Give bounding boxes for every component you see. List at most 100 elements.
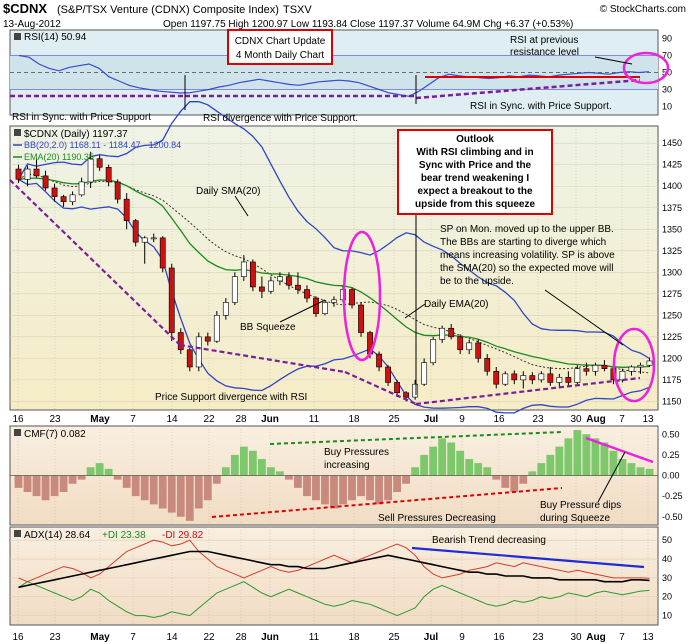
mdi-line: [18, 539, 650, 583]
buy-pressures-2: increasing: [324, 460, 370, 471]
cmf-bar: [131, 475, 140, 497]
rsi-sync-right-line: [415, 78, 641, 100]
cmf-bar: [483, 467, 492, 476]
price-y-tick-label: 1325: [662, 246, 682, 256]
title-box-line1: CDNX Chart Update: [235, 36, 326, 47]
candle-body: [304, 289, 310, 299]
rsi-divergence: RSI divergence with Price Support.: [203, 113, 358, 124]
candle-body: [195, 336, 202, 368]
cmf-bar: [194, 475, 203, 509]
cmf-bar: [618, 459, 627, 476]
cmf-bar: [86, 467, 95, 476]
cmf-bar: [411, 467, 420, 476]
candle-body: [313, 297, 319, 314]
candle-body: [258, 286, 265, 292]
candle-body: [592, 364, 599, 372]
buy-pressure-dip-line: [585, 436, 654, 464]
candle-body: [502, 373, 509, 385]
adx-y-tick-label: 30: [662, 573, 672, 583]
sell-pressure-line: [211, 487, 563, 518]
candle-body: [24, 168, 31, 180]
candle-body: [132, 220, 139, 243]
cmf-bar: [294, 475, 302, 488]
candle-body: [322, 302, 328, 314]
cmf-bar: [221, 467, 230, 476]
bb-upper-line: [17, 100, 650, 360]
price-x-tick-label: 7: [130, 414, 136, 425]
adx-x-tick-label: 23: [49, 632, 61, 643]
candle-body: [78, 181, 85, 196]
price-support-line-2: [179, 343, 346, 374]
rsi-legend: RSI(14) 50.94: [14, 32, 87, 43]
cmf-bar: [122, 475, 131, 488]
candle-body: [394, 382, 400, 394]
header-date: 13-Aug-2012: [3, 19, 61, 30]
candle-body: [565, 376, 572, 383]
cmf-bar: [645, 468, 654, 476]
cmf-bar: [492, 475, 501, 480]
candle-body: [511, 373, 518, 381]
adx-x-tick-label: 23: [532, 632, 544, 643]
cmf-bar: [555, 446, 564, 476]
candle-body: [439, 327, 446, 340]
rsi-prev-res-2: resistance level: [510, 47, 579, 58]
adx-x-tick-label: 22: [203, 632, 215, 643]
cmf-bar: [465, 459, 474, 476]
price-x-tick-label: 23: [532, 414, 544, 425]
candle-body: [547, 373, 554, 383]
cmf-bar: [420, 454, 429, 476]
cmf-bar: [339, 475, 347, 505]
ema-legend-text: EMA(20) 1190.35: [24, 152, 94, 162]
rsi-res-pointer: [594, 56, 633, 65]
adx-y-tick-label: 50: [662, 535, 672, 545]
header-credit: © StockCharts.com: [600, 4, 686, 15]
candle-body: [529, 375, 536, 381]
adx-x-tick-label: 25: [388, 632, 400, 643]
cmf-bar: [609, 450, 618, 476]
header-name: (S&P/TSX Venture (CDNX) Composite Index): [57, 4, 279, 16]
outlook-line1: Outlook: [456, 134, 494, 145]
candle-body: [114, 181, 121, 200]
candle-body: [484, 358, 491, 372]
title-box: CDNX Chart Update 4 Month Daily Chart: [227, 29, 333, 65]
cmf-bar: [167, 475, 176, 513]
candle-body: [277, 276, 283, 282]
price-x-tick-label: 30: [570, 414, 582, 425]
cmf-bar: [68, 475, 77, 484]
cmf-y-tick-label: 0.50: [662, 429, 680, 439]
rsi-legend-text: RSI(14) 50.94: [24, 32, 87, 43]
sma-pointer: [234, 195, 249, 217]
candle-body: [601, 364, 608, 369]
cmf-bar: [456, 450, 465, 476]
bearish-trend-label: Bearish Trend decreasing: [432, 535, 546, 546]
sp-note-2: The BBs are starting to diverge which: [440, 237, 606, 248]
price-x-tick-label: 7: [619, 414, 625, 425]
adx-x-tick-label: 13: [642, 632, 654, 643]
candle-body: [177, 332, 184, 351]
candle-body: [231, 276, 238, 303]
bearish-trend-line: [411, 546, 645, 569]
adx-y-tick-label: 10: [662, 611, 672, 621]
candle-body: [168, 267, 175, 333]
candle-body: [538, 373, 545, 381]
candle-body: [96, 158, 103, 168]
cmf-bar: [32, 475, 41, 497]
candle-body: [204, 336, 211, 342]
pdi-line: [18, 581, 650, 619]
adx-x-tick-label: 30: [570, 632, 582, 643]
bb-squeeze-circle: [342, 230, 382, 362]
candle-body: [421, 362, 428, 385]
candle-body: [42, 175, 49, 189]
sp-note-3: means increasing volatility. SP is above: [440, 250, 615, 261]
price-x-tick-label: Aug: [586, 414, 605, 425]
sp-note-pointer: [544, 289, 624, 346]
buy-pressure-dips-2: during Squeeze: [540, 513, 610, 524]
cmf-bar: [50, 475, 59, 497]
price-y-tick-label: 1175: [662, 375, 681, 385]
outlook-line6: upside from this squeeze: [415, 199, 535, 210]
candle-body: [69, 194, 76, 203]
cmf-y-tick-label: -0.25: [662, 491, 683, 501]
candle-body: [493, 370, 500, 385]
price-y-tick-label: 1400: [662, 181, 682, 191]
cmf-bar: [176, 475, 185, 517]
